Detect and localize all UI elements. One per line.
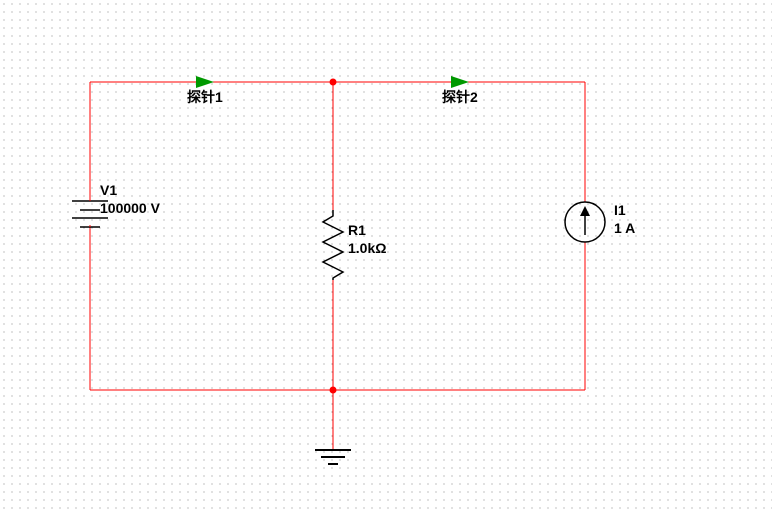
ground-symbol xyxy=(315,450,351,464)
voltage-source-value: 100000 V xyxy=(100,200,161,216)
node-bottom-mid xyxy=(330,387,337,394)
probe-1-arrow xyxy=(196,76,214,88)
probe-2-arrow xyxy=(451,76,469,88)
current-source-value: 1 A xyxy=(614,220,635,236)
current-source xyxy=(565,202,605,242)
resistor xyxy=(323,210,343,280)
voltage-source-name: V1 xyxy=(100,182,117,198)
resistor-value: 1.0kΩ xyxy=(348,240,386,256)
node-top-mid xyxy=(330,79,337,86)
probe-2-label: 探针2 xyxy=(442,89,478,105)
resistor-name: R1 xyxy=(348,222,366,238)
probe-1-label: 探针1 xyxy=(187,89,223,105)
current-source-name: I1 xyxy=(614,202,626,218)
circuit-schematic: V1 100000 V R1 1.0kΩ I1 1 A 探针1 探针2 xyxy=(0,0,772,510)
